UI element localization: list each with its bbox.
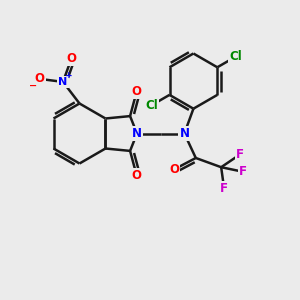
Text: F: F bbox=[236, 148, 244, 161]
Text: N: N bbox=[58, 77, 68, 87]
Text: F: F bbox=[239, 165, 247, 178]
Text: O: O bbox=[132, 169, 142, 182]
Text: +: + bbox=[65, 71, 73, 80]
Text: O: O bbox=[66, 52, 76, 65]
Text: O: O bbox=[132, 85, 142, 98]
Text: N: N bbox=[132, 127, 142, 140]
Text: O: O bbox=[34, 72, 45, 86]
Text: O: O bbox=[169, 163, 179, 176]
Text: Cl: Cl bbox=[229, 50, 242, 63]
Text: −: − bbox=[29, 80, 37, 91]
Text: N: N bbox=[179, 127, 189, 140]
Text: F: F bbox=[220, 182, 228, 195]
Text: Cl: Cl bbox=[145, 99, 158, 112]
